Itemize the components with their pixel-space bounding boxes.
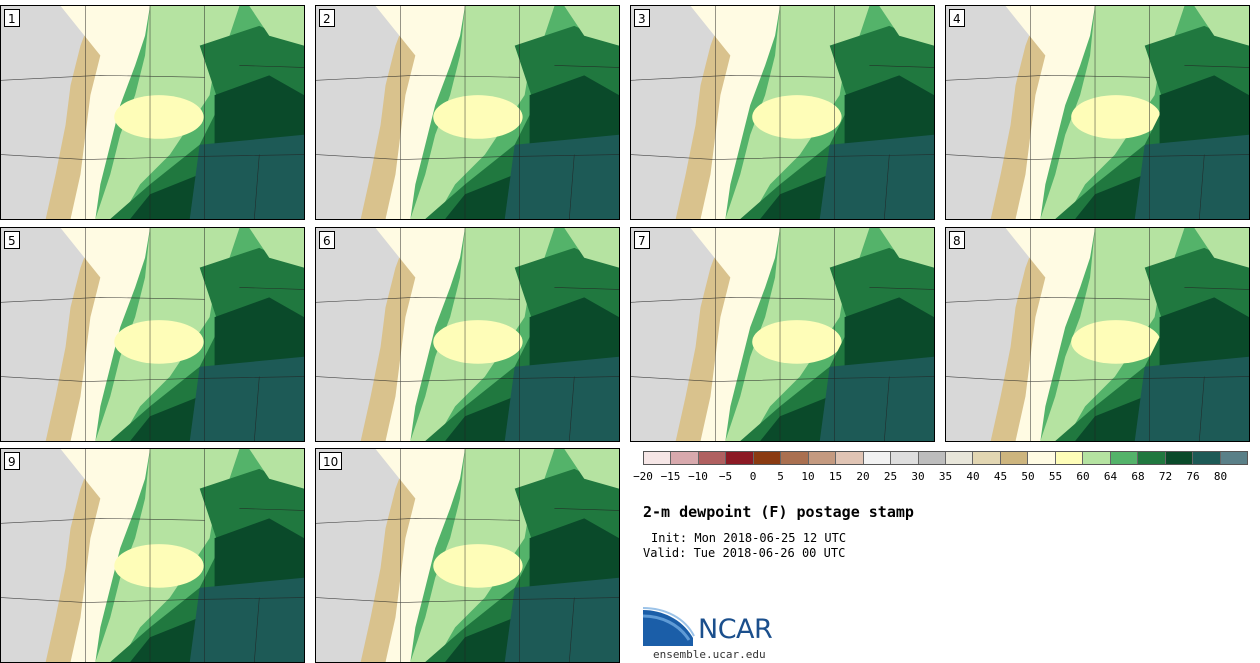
colorbar-tick-label: 40 xyxy=(966,470,980,483)
colorbar-tick-label: 68 xyxy=(1131,470,1145,483)
colorbar-tick-label: 80 xyxy=(1213,470,1228,483)
member-number-label: 8 xyxy=(949,231,965,249)
valid-time: Valid: Tue 2018-06-26 00 UTC xyxy=(643,546,846,560)
colorbar-segment xyxy=(671,452,699,464)
member-panel-10: 10 xyxy=(315,448,620,663)
colorbar-segment xyxy=(973,452,1001,464)
colorbar-segment xyxy=(726,452,754,464)
colorbar-tick-label: 35 xyxy=(938,470,953,483)
member-number-label: 2 xyxy=(319,9,335,27)
colorbar-tick-label: 0 xyxy=(749,470,757,483)
dewpoint-map xyxy=(631,6,934,219)
colorbar-tick-label: 20 xyxy=(856,470,870,483)
ncar-swoosh-icon xyxy=(643,607,695,646)
colorbar-tick-label: 10 xyxy=(801,470,815,483)
colorbar-tick-label: 76 xyxy=(1186,470,1200,483)
member-panel-1: 1 xyxy=(0,5,305,220)
colorbar-segment xyxy=(698,452,727,464)
colorbar-segment xyxy=(808,452,837,464)
colorbar-segment xyxy=(753,452,782,464)
member-panel-7: 7 xyxy=(630,227,935,442)
member-panel-9: 9 xyxy=(0,448,305,663)
colorbar-tick-label: −15 xyxy=(660,470,681,483)
colorbar-segment xyxy=(1165,452,1194,464)
colorbar-segment xyxy=(836,452,864,464)
member-number-label: 10 xyxy=(319,452,343,470)
member-number-label: 9 xyxy=(4,452,20,470)
dewpoint-map xyxy=(1,6,304,219)
colorbar-tick-label: 45 xyxy=(993,470,1008,483)
colorbar-segment xyxy=(891,452,919,464)
site-url[interactable]: ensemble.ucar.edu xyxy=(653,648,766,661)
member-number-label: 4 xyxy=(949,9,965,27)
dewpoint-map xyxy=(631,228,934,441)
colorbar-tick-label: 15 xyxy=(828,470,843,483)
logo-text: NCAR xyxy=(698,614,773,645)
colorbar-tick-label: 60 xyxy=(1076,470,1090,483)
member-panel-3: 3 xyxy=(630,5,935,220)
colorbar-segment xyxy=(1055,452,1084,464)
colorbar-segment xyxy=(1193,452,1221,464)
colorbar-segment xyxy=(1083,452,1111,464)
colorbar-tick-label: 55 xyxy=(1048,470,1063,483)
dewpoint-map xyxy=(1,228,304,441)
colorbar-tick-label: −10 xyxy=(688,470,708,483)
dewpoint-map xyxy=(946,228,1249,441)
member-panel-8: 8 xyxy=(945,227,1250,442)
colorbar-segment xyxy=(863,452,892,464)
member-panel-4: 4 xyxy=(945,5,1250,220)
colorbar-segment xyxy=(918,452,946,464)
dewpoint-map xyxy=(316,449,619,662)
dewpoint-map xyxy=(946,6,1249,219)
colorbar-tick-label: 5 xyxy=(777,470,784,483)
colorbar-segment xyxy=(781,452,809,464)
member-number-label: 6 xyxy=(319,231,335,249)
colorbar-tick-label: 30 xyxy=(911,470,925,483)
colorbar-tick-label: 72 xyxy=(1158,470,1173,483)
colorbar-tick-labels: −20 −15 −10 −5 0 5 10 15 20 25 30 35 40 45 50 55 60 64 68 7… xyxy=(633,470,1248,484)
dewpoint-map xyxy=(1,449,304,662)
member-number-label: 7 xyxy=(634,231,650,249)
colorbar-tick-label: 50 xyxy=(1021,470,1035,483)
colorbar-segment xyxy=(1028,452,1056,464)
colorbar-segment xyxy=(644,452,672,464)
member-number-label: 1 xyxy=(4,9,20,27)
colorbar-segment xyxy=(945,452,974,464)
colorbar-tick-label: 25 xyxy=(883,470,898,483)
dewpoint-map xyxy=(316,228,619,441)
colorbar-tick-label: 64 xyxy=(1103,470,1118,483)
member-panel-2: 2 xyxy=(315,5,620,220)
colorbar-tick-label: −20 xyxy=(633,470,653,483)
ncar-logo: NCAR xyxy=(643,606,793,648)
colorbar xyxy=(643,451,1248,465)
dewpoint-map xyxy=(316,6,619,219)
colorbar-segment xyxy=(1220,452,1247,464)
figure-title: 2-m dewpoint (F) postage stamp xyxy=(643,503,914,521)
member-panel-6: 6 xyxy=(315,227,620,442)
colorbar-tick-label: −5 xyxy=(718,470,733,483)
member-panel-5: 5 xyxy=(0,227,305,442)
member-number-label: 5 xyxy=(4,231,20,249)
member-number-label: 3 xyxy=(634,9,650,27)
colorbar-segment xyxy=(1000,452,1029,464)
init-time: Init: Mon 2018-06-25 12 UTC xyxy=(651,531,847,545)
colorbar-segment xyxy=(1138,452,1166,464)
colorbar-segment xyxy=(1110,452,1139,464)
